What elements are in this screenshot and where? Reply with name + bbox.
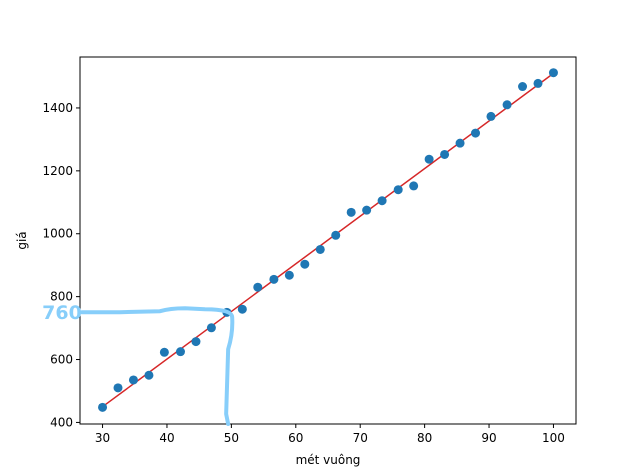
x-axis-label: mét vuông <box>296 453 361 467</box>
data-point <box>455 138 465 148</box>
data-point <box>284 270 294 280</box>
data-point <box>362 205 372 215</box>
data-point <box>409 181 419 191</box>
regression-line <box>102 72 554 408</box>
x-tick-label: 70 <box>353 431 368 445</box>
data-point <box>98 402 108 412</box>
data-point <box>518 82 528 92</box>
y-tick-label: 800 <box>50 290 73 304</box>
data-point <box>300 259 310 269</box>
data-point <box>315 244 325 254</box>
data-point <box>331 230 341 240</box>
y-tick-label: 600 <box>50 353 73 367</box>
data-point <box>424 154 434 164</box>
data-point <box>440 149 450 159</box>
data-point <box>144 370 154 380</box>
data-point <box>159 347 169 357</box>
x-tick-label: 100 <box>542 431 565 445</box>
x-tick-label: 60 <box>288 431 303 445</box>
data-point <box>502 100 512 110</box>
x-axis-ticks: 30 40 50 60 70 80 90 100 <box>95 424 565 445</box>
data-point <box>548 68 558 78</box>
data-point <box>269 274 279 284</box>
x-tick-label: 40 <box>159 431 174 445</box>
x-tick-label: 90 <box>481 431 496 445</box>
hand-drawn-annotation-line <box>80 306 235 426</box>
data-point <box>253 282 263 292</box>
data-points <box>98 68 558 412</box>
hand-drawn-annotation-label: 760 <box>42 302 82 324</box>
x-tick-label: 80 <box>417 431 432 445</box>
data-point <box>346 207 356 217</box>
data-point <box>113 383 123 393</box>
x-tick-label: 30 <box>95 431 110 445</box>
y-axis-label: giá <box>15 231 29 249</box>
data-point <box>393 185 403 195</box>
data-point <box>471 128 481 138</box>
data-point <box>533 78 543 88</box>
y-tick-label: 1200 <box>42 164 73 178</box>
data-point <box>486 111 496 121</box>
x-tick-label: 50 <box>224 431 239 445</box>
plot-area-frame <box>79 56 577 425</box>
y-axis-ticks: 400 600 800 1000 1200 1400 <box>42 101 80 429</box>
y-tick-label: 400 <box>50 415 73 429</box>
data-point <box>128 375 138 385</box>
data-point <box>206 323 216 333</box>
data-point <box>237 304 247 314</box>
data-point <box>175 347 185 357</box>
y-tick-label: 1000 <box>42 227 73 241</box>
data-point <box>191 337 201 347</box>
y-tick-label: 1400 <box>42 101 73 115</box>
data-point <box>377 196 387 206</box>
